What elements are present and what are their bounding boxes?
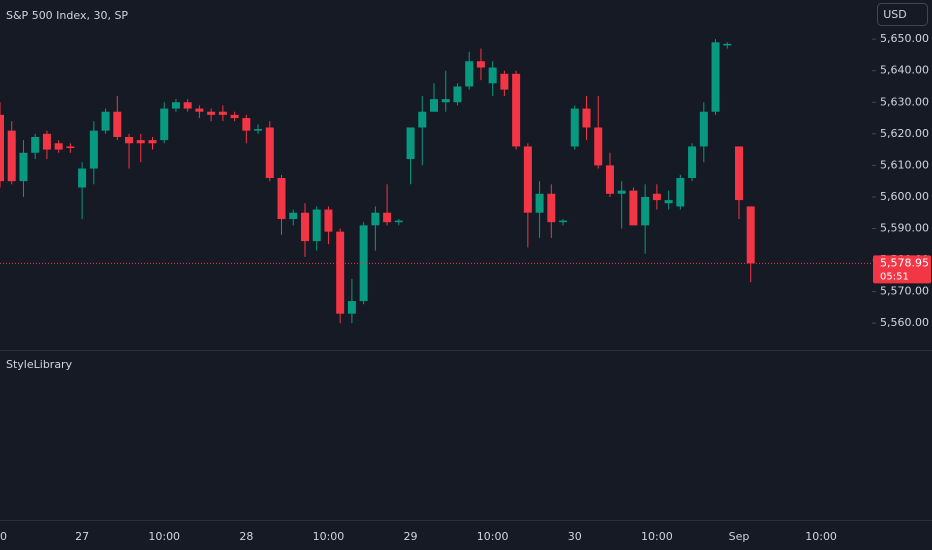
candle-body (347, 301, 356, 314)
candle-body (559, 220, 568, 223)
candle-body (277, 177, 286, 220)
candle-body (453, 86, 462, 103)
y-tick-label: 5,630.00 (880, 95, 929, 108)
candle-body (476, 61, 485, 68)
candle-body (418, 111, 427, 128)
candle-body (300, 212, 309, 242)
x-tick-label: 29 (404, 530, 418, 543)
candle-body (605, 165, 614, 194)
candle-body (441, 99, 450, 103)
x-tick-label: 10:00 (148, 530, 180, 543)
candle-body (78, 168, 87, 188)
candle-body (312, 209, 321, 242)
candle-body (688, 146, 697, 178)
candle-body (148, 140, 157, 144)
candle-body (183, 102, 192, 109)
x-tick-label: 10:00 (641, 530, 673, 543)
y-tick-label: 5,620.00 (880, 127, 929, 140)
candle-body (734, 146, 743, 201)
x-tick-label: 27 (75, 530, 89, 543)
x-tick-label: 10:00 (805, 530, 837, 543)
candle-body (512, 73, 521, 147)
candle-body (676, 177, 685, 207)
y-tick-label: 5,570.00 (880, 285, 929, 298)
candle-body (617, 190, 626, 194)
candle-body (218, 111, 227, 115)
indicator-label: StyleLibrary (6, 358, 73, 371)
candle-body (746, 206, 755, 264)
candle-body (89, 130, 98, 169)
chart-title: S&P 500 Index, 30, SP (6, 9, 128, 22)
candle-body (629, 190, 638, 226)
candle-body (254, 129, 263, 131)
x-tick-label: 10:00 (313, 530, 345, 543)
candle-body (265, 127, 274, 178)
y-tick-label: 5,600.00 (880, 190, 929, 203)
candle-body (711, 42, 720, 112)
candle-body (66, 146, 75, 149)
candle-body (582, 108, 591, 128)
candle-body (171, 102, 180, 109)
x-tick-label: 10:00 (477, 530, 509, 543)
candle-body (570, 108, 579, 147)
candle-body (0, 114, 4, 182)
candle-body (488, 67, 497, 84)
candle-body (465, 61, 474, 87)
candle-body (207, 111, 216, 115)
candle-body (336, 231, 345, 314)
candle-body (594, 127, 603, 166)
candle-body (195, 108, 204, 112)
candle-body (19, 152, 28, 182)
candle-body (383, 212, 392, 223)
candle-body (113, 111, 122, 137)
last-price-box (873, 255, 931, 284)
candle-body (42, 133, 51, 150)
y-tick-label: 5,650.00 (880, 32, 929, 45)
candle-body (324, 209, 333, 232)
x-tick-label: 00 (0, 530, 7, 543)
candle-body (523, 146, 532, 213)
candle-body (652, 193, 661, 201)
candle-body (242, 118, 251, 131)
x-tick-label: 28 (239, 530, 253, 543)
x-tick-label: 30 (568, 530, 582, 543)
candle-body (430, 99, 439, 112)
candle-body (723, 43, 732, 46)
candle-body (547, 193, 556, 223)
candle-body (160, 108, 169, 141)
candle-body (664, 200, 673, 204)
candle-body (136, 140, 145, 144)
currency-button[interactable] (877, 3, 928, 26)
candle-body (230, 114, 239, 119)
candle-body (699, 111, 708, 147)
candle-body (500, 73, 509, 90)
y-tick-label: 5,640.00 (880, 64, 929, 77)
candle-body (535, 193, 544, 213)
currency-label: USD (883, 8, 907, 21)
candle-body (394, 220, 403, 223)
candle-body (641, 196, 650, 226)
candle-body (289, 212, 298, 220)
y-tick-label: 5,590.00 (880, 221, 929, 234)
candle-body (31, 136, 40, 153)
candle-body (101, 111, 110, 131)
countdown-label: 05:51 (880, 271, 909, 282)
y-tick-label: 5,610.00 (880, 158, 929, 171)
candle-body (371, 212, 380, 226)
x-tick-label: Sep (729, 530, 750, 543)
candle-body (406, 127, 415, 160)
last-price-label: 5,578.95 (880, 256, 929, 269)
candle-body (54, 143, 63, 150)
candle-body (125, 136, 134, 144)
y-tick-label: 5,560.00 (880, 316, 929, 329)
candle-body (7, 130, 16, 182)
